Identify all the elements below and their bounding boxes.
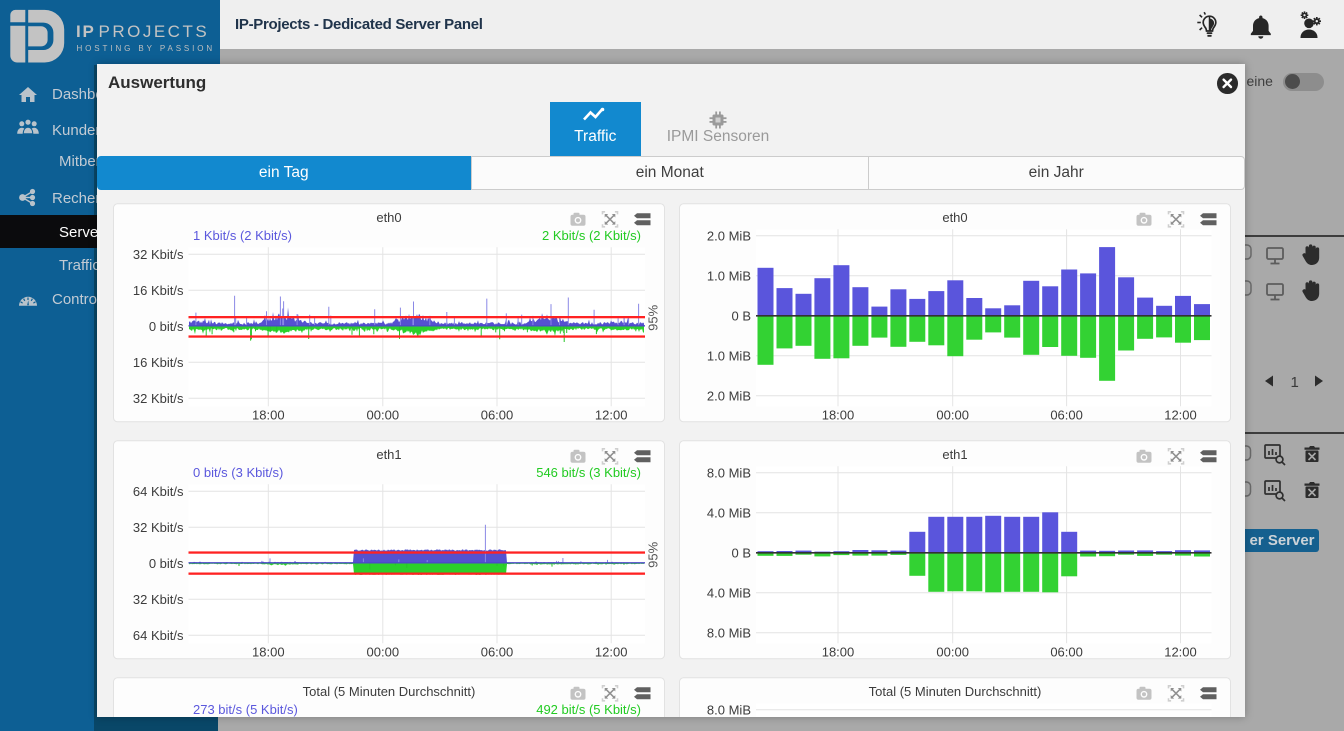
svg-text:PROJECTS: PROJECTS bbox=[99, 22, 210, 41]
svg-text:eth1: eth1 bbox=[942, 446, 967, 461]
svg-text:32 Kbit/s: 32 Kbit/s bbox=[133, 591, 184, 606]
svg-text:12:00: 12:00 bbox=[595, 644, 628, 659]
svg-text:273 bit/s (5 Kbit/s): 273 bit/s (5 Kbit/s) bbox=[193, 701, 298, 716]
svg-text:0 bit/s: 0 bit/s bbox=[149, 318, 184, 333]
svg-text:16 Kbit/s: 16 Kbit/s bbox=[133, 354, 184, 369]
svg-text:64 Kbit/s: 64 Kbit/s bbox=[133, 627, 184, 642]
svg-text:32 Kbit/s: 32 Kbit/s bbox=[133, 246, 184, 261]
svg-text:18:00: 18:00 bbox=[822, 644, 855, 659]
svg-text:18:00: 18:00 bbox=[252, 644, 285, 659]
svg-text:2 Kbit/s (2 Kbit/s): 2 Kbit/s (2 Kbit/s) bbox=[542, 227, 641, 242]
svg-text:0 B: 0 B bbox=[731, 308, 751, 323]
svg-text:00:00: 00:00 bbox=[367, 644, 400, 659]
svg-text:06:00: 06:00 bbox=[1050, 644, 1083, 659]
svg-text:1.0 MiB: 1.0 MiB bbox=[707, 348, 751, 363]
svg-text:8.0 MiB: 8.0 MiB bbox=[707, 465, 751, 480]
svg-text:8.0 MiB: 8.0 MiB bbox=[707, 702, 751, 717]
svg-text:06:00: 06:00 bbox=[481, 644, 514, 659]
svg-text:1 Kbit/s (2 Kbit/s): 1 Kbit/s (2 Kbit/s) bbox=[193, 227, 292, 242]
svg-text:Total (5 Minuten Durchschnitt): Total (5 Minuten Durchschnitt) bbox=[303, 683, 476, 698]
svg-text:06:00: 06:00 bbox=[1050, 407, 1083, 422]
svg-text:eth0: eth0 bbox=[942, 209, 967, 224]
svg-text:0 bit/s (3 Kbit/s): 0 bit/s (3 Kbit/s) bbox=[193, 464, 283, 479]
svg-text:eth0: eth0 bbox=[376, 209, 401, 224]
svg-text:00:00: 00:00 bbox=[936, 644, 969, 659]
svg-text:0 bit/s: 0 bit/s bbox=[149, 555, 184, 570]
svg-text:95%: 95% bbox=[646, 304, 661, 330]
svg-text:12:00: 12:00 bbox=[1164, 644, 1197, 659]
svg-text:4.0 MiB: 4.0 MiB bbox=[707, 505, 751, 520]
svg-text:Total (5 Minuten Durchschnitt): Total (5 Minuten Durchschnitt) bbox=[869, 683, 1042, 698]
svg-text:00:00: 00:00 bbox=[367, 407, 400, 422]
svg-text:16 Kbit/s: 16 Kbit/s bbox=[133, 282, 184, 297]
svg-text:32 Kbit/s: 32 Kbit/s bbox=[133, 519, 184, 534]
svg-text:1: 1 bbox=[1291, 374, 1299, 391]
svg-text:4.0 MiB: 4.0 MiB bbox=[707, 585, 751, 600]
svg-text:492 bit/s (5 Kbit/s): 492 bit/s (5 Kbit/s) bbox=[536, 701, 641, 716]
svg-text:IP: IP bbox=[76, 22, 96, 41]
svg-text:0 B: 0 B bbox=[731, 545, 751, 560]
svg-text:1.0 MiB: 1.0 MiB bbox=[707, 268, 751, 283]
svg-text:18:00: 18:00 bbox=[822, 407, 855, 422]
svg-text:18:00: 18:00 bbox=[252, 407, 285, 422]
svg-text:8.0 MiB: 8.0 MiB bbox=[707, 625, 751, 640]
svg-text:546 bit/s (3 Kbit/s): 546 bit/s (3 Kbit/s) bbox=[536, 464, 641, 479]
svg-text:06:00: 06:00 bbox=[481, 407, 514, 422]
svg-text:2.0 MiB: 2.0 MiB bbox=[707, 228, 751, 243]
svg-text:32 Kbit/s: 32 Kbit/s bbox=[133, 390, 184, 405]
svg-text:eth1: eth1 bbox=[376, 446, 401, 461]
svg-text:2.0 MiB: 2.0 MiB bbox=[707, 388, 751, 403]
svg-text:64 Kbit/s: 64 Kbit/s bbox=[133, 483, 184, 498]
svg-text:00:00: 00:00 bbox=[936, 407, 969, 422]
svg-text:12:00: 12:00 bbox=[1164, 407, 1197, 422]
svg-text:12:00: 12:00 bbox=[595, 407, 628, 422]
svg-text:95%: 95% bbox=[646, 541, 661, 567]
svg-text:HOSTING BY PASSION: HOSTING BY PASSION bbox=[77, 44, 216, 53]
